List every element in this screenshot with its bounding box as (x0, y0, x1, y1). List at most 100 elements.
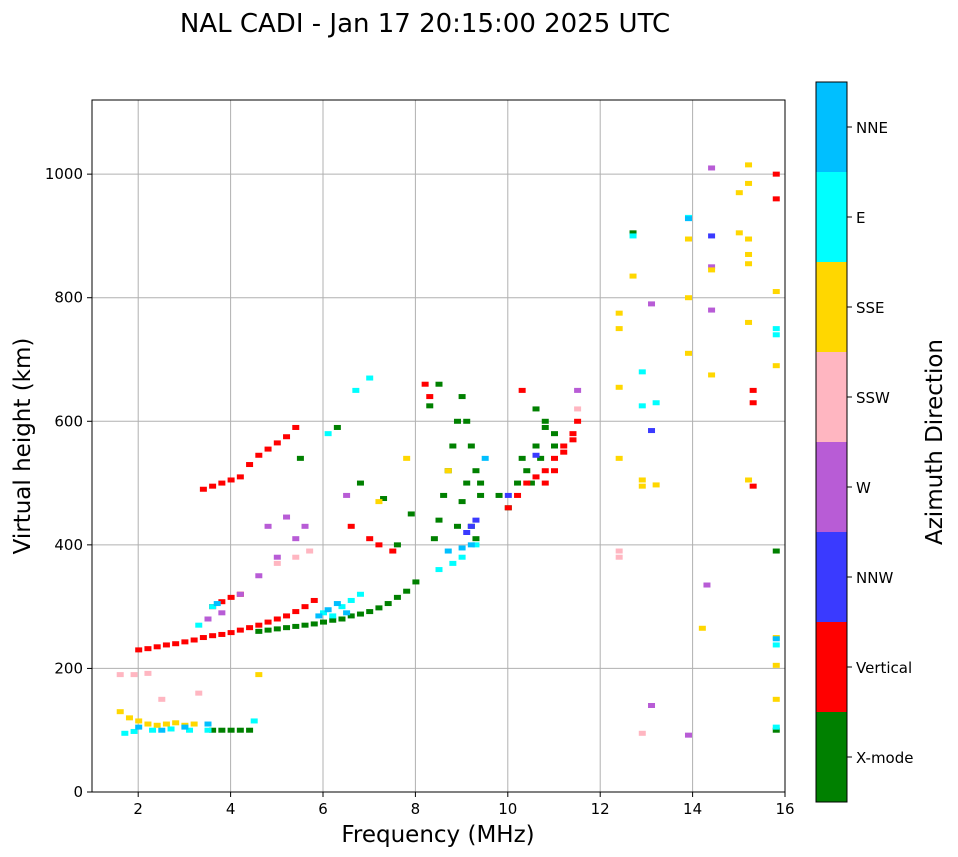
data-point (615, 548, 623, 554)
data-point (255, 672, 263, 678)
data-point (463, 418, 471, 424)
data-point (560, 449, 568, 455)
data-point (199, 486, 207, 492)
data-marks (116, 162, 780, 738)
y-axis-label: Virtual height (km) (10, 338, 36, 555)
data-point (384, 601, 392, 607)
data-point (504, 492, 512, 498)
data-point (629, 273, 637, 279)
data-point (638, 369, 646, 375)
data-point (453, 523, 461, 529)
y-tick-label: 800 (54, 289, 83, 307)
data-point (745, 319, 753, 325)
data-point (708, 233, 716, 239)
data-point (749, 387, 757, 393)
colorbar-tick-label: E (856, 209, 865, 227)
data-point (199, 635, 207, 641)
colorbar-segment (816, 442, 847, 532)
data-point (551, 443, 558, 449)
data-point (338, 604, 346, 610)
data-point (407, 511, 415, 517)
data-point (403, 455, 411, 461)
data-point (366, 609, 374, 615)
data-point (772, 548, 780, 554)
data-point (421, 381, 429, 387)
data-point (144, 670, 152, 676)
data-point (158, 727, 166, 733)
chart-title: NAL CADI - Jan 17 20:15:00 2025 UTC (180, 9, 670, 39)
colorbar-segment (816, 262, 847, 352)
data-point (458, 394, 466, 400)
data-point (477, 492, 485, 498)
data-point (560, 443, 568, 449)
x-tick-label: 6 (318, 800, 328, 818)
data-point (213, 601, 221, 607)
data-point (306, 548, 314, 554)
data-point (218, 610, 226, 616)
data-point (708, 372, 716, 378)
data-point (745, 477, 753, 483)
data-point (772, 727, 780, 733)
data-point (218, 631, 226, 637)
data-point (356, 480, 364, 486)
data-point (130, 672, 138, 678)
colorbar-frame (815, 81, 848, 803)
colorbar-tick-label: NNW (856, 569, 893, 587)
data-point (246, 727, 254, 733)
data-point (236, 627, 244, 633)
data-point (684, 236, 692, 242)
data-point (772, 332, 780, 338)
data-point (638, 483, 646, 489)
data-point (352, 387, 360, 393)
data-point (283, 434, 291, 440)
data-point (615, 326, 623, 332)
data-point (403, 588, 411, 594)
data-point (172, 641, 180, 647)
data-point (195, 622, 203, 628)
data-point (246, 462, 254, 468)
plot-area: 2 4 6 8 10 12 14 16 0 200 400 600 800 1000 (45, 99, 795, 818)
data-point (393, 542, 401, 548)
data-point (745, 261, 753, 267)
data-point (745, 162, 753, 168)
data-point (772, 171, 780, 177)
y-tick-label: 200 (54, 659, 83, 677)
x-tick-label: 14 (683, 800, 702, 818)
data-point (255, 452, 263, 458)
data-point (574, 406, 582, 412)
data-point (324, 607, 332, 613)
data-point (574, 387, 582, 393)
y-tick-label: 400 (54, 536, 83, 554)
data-point (615, 455, 623, 461)
data-point (638, 403, 646, 409)
data-point (292, 554, 300, 560)
data-point (749, 483, 757, 489)
data-point (708, 267, 716, 273)
colorbar-tick-label: SSE (856, 299, 885, 317)
data-point (227, 630, 235, 636)
colorbar-segment (816, 532, 847, 622)
data-point (195, 690, 203, 696)
data-point (347, 597, 355, 603)
data-point (412, 579, 420, 585)
plot-background (92, 100, 785, 792)
data-point (458, 545, 466, 551)
data-point (149, 727, 157, 733)
data-point (684, 350, 692, 356)
data-point (356, 611, 364, 617)
data-point (772, 724, 780, 730)
data-point (204, 721, 212, 727)
data-point (463, 530, 471, 535)
data-point (749, 400, 757, 406)
colorbar-tick-label: SSW (856, 389, 890, 407)
data-point (652, 400, 660, 406)
data-point (772, 289, 780, 295)
data-point (523, 480, 531, 486)
data-point (504, 505, 512, 511)
x-tick-label: 8 (411, 800, 421, 818)
data-point (227, 727, 235, 733)
data-point (532, 443, 540, 449)
data-point (541, 424, 549, 430)
data-point (638, 477, 646, 483)
